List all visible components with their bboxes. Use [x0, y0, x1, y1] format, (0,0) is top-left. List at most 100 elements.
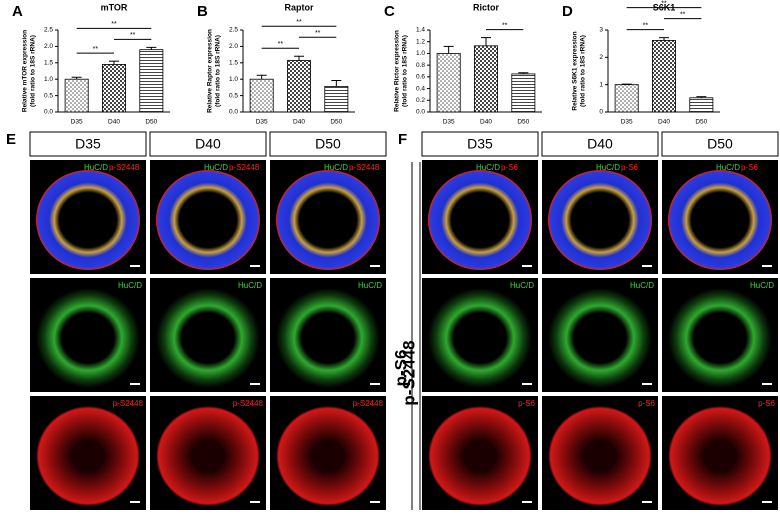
x-tick-label: D40 [293, 119, 305, 126]
tissue [668, 406, 772, 506]
y-tick-label: 1.0 [44, 76, 53, 83]
green-label: HuC/D [238, 281, 262, 290]
x-tick-label: D50 [145, 119, 157, 126]
red-label: p-S6 [741, 163, 758, 172]
significance-label: ** [93, 46, 99, 53]
y-tick-label: 2.0 [229, 43, 238, 50]
tissue [36, 170, 140, 270]
bar [511, 73, 536, 113]
column-header: D35 [467, 136, 493, 152]
tissue [668, 288, 772, 388]
bar [102, 64, 126, 113]
tissue [276, 170, 380, 270]
y-tick-label: 0.0 [44, 109, 53, 116]
y-tick-label: 0.5 [229, 92, 238, 99]
column-header: D40 [195, 136, 221, 152]
y-tick-label: 1.2 [416, 38, 425, 45]
y-tick-label: 0.2 [416, 97, 425, 104]
tissue [276, 406, 380, 506]
x-tick-label: D50 [517, 119, 529, 126]
red-label: p-S2448 [113, 399, 144, 408]
significance-label: ** [130, 32, 136, 39]
y-tick-label: 1 [599, 81, 603, 88]
red-label: p-S6 [638, 399, 655, 408]
tissue [668, 170, 772, 270]
x-tick-label: D35 [71, 119, 83, 126]
significance-label: ** [680, 11, 686, 18]
y-tick-label: 1.0 [229, 76, 238, 83]
y-tick-label: 0.0 [416, 109, 425, 116]
column-header-box [661, 131, 779, 157]
red-label: p-S2448 [233, 399, 264, 408]
green-label: HuC/D [324, 163, 348, 172]
green-label: HuC/D [358, 281, 382, 290]
tissue [548, 406, 652, 506]
row-label: p-S2448 [399, 340, 418, 405]
column-header-box [269, 131, 387, 157]
red-label: p-S6 [758, 399, 775, 408]
chart-title: Rictor [473, 2, 500, 12]
y-axis-label: (fold ratio to 18S rRNA) [402, 35, 409, 107]
red-label: p-S6 [518, 399, 535, 408]
bar [64, 78, 89, 113]
significance-label: ** [278, 41, 284, 48]
chart-title: Raptor [285, 2, 314, 12]
red-label: p-S2448 [109, 163, 140, 172]
bar [652, 39, 676, 113]
y-axis-label: (fold ratio to 18S rRNA) [30, 35, 37, 107]
y-tick-label: 0.6 [416, 74, 425, 81]
y-tick-label: 0.0 [229, 109, 238, 116]
green-label: HuC/D [510, 281, 534, 290]
panel-letter: C [384, 3, 395, 20]
y-tick-label: 1.4 [416, 27, 425, 34]
tissue [548, 170, 652, 270]
red-label: p-S2448 [349, 163, 380, 172]
y-tick-label: 2.5 [229, 27, 238, 34]
significance-label: ** [296, 19, 302, 26]
green-label: HuC/D [750, 281, 774, 290]
column-header: D40 [587, 136, 613, 152]
green-label: HuC/D [84, 163, 108, 172]
x-tick-label: D35 [443, 119, 455, 126]
x-tick-label: D35 [256, 119, 268, 126]
bar [287, 60, 311, 113]
y-tick-label: 0 [599, 109, 603, 116]
y-axis-label: (fold ratio to 18S rRNA) [215, 35, 222, 107]
chart-title: mTOR [101, 2, 128, 12]
y-tick-label: 1.0 [416, 50, 425, 57]
column-header: D50 [315, 136, 341, 152]
y-tick-label: 0.4 [416, 85, 425, 92]
x-tick-label: D50 [330, 119, 342, 126]
red-label: p-S2448 [229, 163, 260, 172]
tissue [156, 406, 260, 506]
green-label: HuC/D [630, 281, 654, 290]
green-label: HuC/D [596, 163, 620, 172]
column-header-box [149, 131, 267, 157]
tissue [156, 170, 260, 270]
panel-letter: B [197, 3, 208, 20]
y-axis-label: Relative Rictor expression [394, 30, 401, 112]
bar [436, 53, 461, 113]
y-axis-label: Relative S6K1 expression [572, 31, 579, 110]
row-label: p-S6 [391, 350, 410, 387]
significance-label: ** [315, 30, 321, 37]
bar [689, 97, 714, 113]
bar [324, 86, 349, 113]
x-tick-label: D40 [480, 119, 492, 126]
tissue [156, 288, 260, 388]
y-tick-label: 2 [599, 54, 603, 61]
green-label: HuC/D [118, 281, 142, 290]
tissue [276, 288, 380, 388]
tissue [36, 288, 140, 388]
y-tick-label: 2.0 [44, 43, 53, 50]
column-header-box [29, 131, 147, 157]
panel-letter: F [398, 131, 407, 148]
bar [139, 49, 164, 113]
red-label: p-S6 [621, 163, 638, 172]
x-tick-label: D40 [108, 119, 120, 126]
column-header-box [421, 131, 539, 157]
tissue [548, 288, 652, 388]
bar [474, 45, 498, 113]
y-tick-label: 2.5 [44, 27, 53, 34]
green-label: HuC/D [716, 163, 740, 172]
